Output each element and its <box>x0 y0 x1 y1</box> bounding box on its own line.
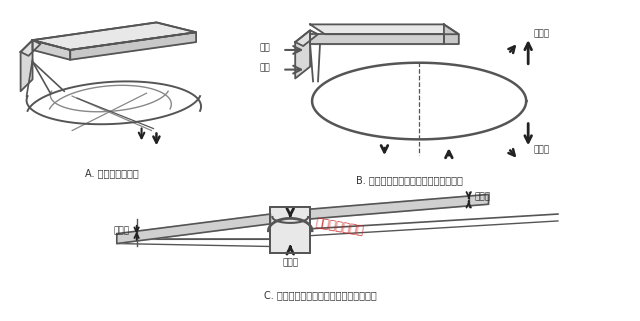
Polygon shape <box>20 40 40 56</box>
Text: B. 向上运动时在一根传感管上的作用力: B. 向上运动时在一根传感管上的作用力 <box>356 175 463 185</box>
Polygon shape <box>444 24 459 44</box>
FancyBboxPatch shape <box>271 207 310 253</box>
Text: 江苏华云流量计: 江苏华云流量计 <box>315 216 365 238</box>
Polygon shape <box>116 214 271 244</box>
Text: 流体力: 流体力 <box>533 30 549 39</box>
Text: 流体力: 流体力 <box>533 146 549 155</box>
Polygon shape <box>70 32 196 60</box>
Polygon shape <box>310 24 459 34</box>
Text: 流量: 流量 <box>260 63 271 72</box>
Text: C. 表示力偶及管子扭曲的传感器端面视图: C. 表示力偶及管子扭曲的传感器端面视图 <box>264 290 376 300</box>
Polygon shape <box>20 40 33 91</box>
Polygon shape <box>310 34 444 44</box>
Polygon shape <box>310 195 488 219</box>
Text: 扭转角: 扭转角 <box>475 192 491 201</box>
Polygon shape <box>295 30 318 46</box>
Text: 驱动力: 驱动力 <box>282 258 298 267</box>
Polygon shape <box>33 22 196 50</box>
Text: A. 振动中的传感管: A. 振动中的传感管 <box>85 168 139 178</box>
Polygon shape <box>33 40 70 60</box>
Polygon shape <box>295 30 310 78</box>
Text: 流量: 流量 <box>260 43 271 52</box>
Text: 扭转角: 扭转角 <box>113 226 130 235</box>
